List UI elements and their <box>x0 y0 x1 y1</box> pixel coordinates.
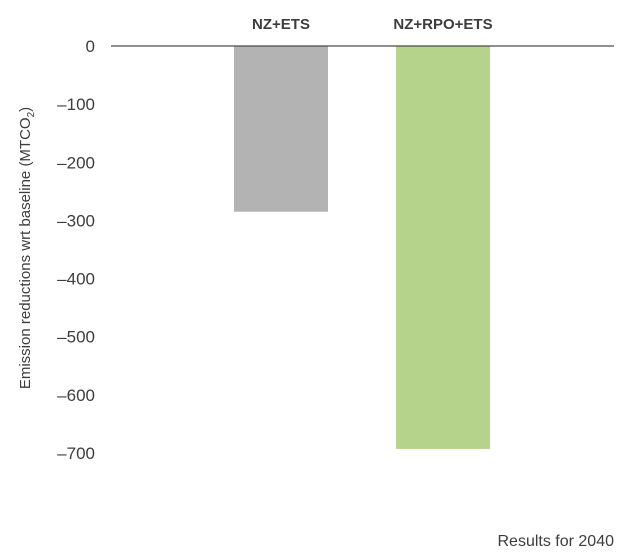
category-labels: NZ+ETS NZ+RPO+ETS <box>252 16 493 33</box>
bars <box>234 46 490 449</box>
y-axis-title-subscript: 2 <box>26 111 37 117</box>
y-tick-label: –400 <box>57 270 95 289</box>
y-axis-title-close: ) <box>17 107 34 112</box>
y-tick-label: –300 <box>57 211 95 230</box>
y-tick-label: –200 <box>57 153 95 172</box>
y-tick-label: –100 <box>57 95 95 114</box>
category-label: NZ+RPO+ETS <box>393 16 492 33</box>
y-tick-label: –500 <box>57 328 95 347</box>
y-axis-ticks: 0 –100 –200 –300 –400 –500 –600 –700 <box>57 37 95 463</box>
y-tick-label: 0 <box>86 37 95 56</box>
y-axis-title-main: Emission reductions wrt baseline (MTCO <box>17 117 34 389</box>
bar-nz-rpo-ets <box>396 46 490 449</box>
y-tick-label: –600 <box>57 386 95 405</box>
y-tick-label: –700 <box>57 444 95 463</box>
y-axis-title: Emission reductions wrt baseline (MTCO2) <box>17 107 37 389</box>
bar-nz-ets <box>234 46 328 212</box>
results-year-note: Results for 2040 <box>497 533 614 550</box>
category-label: NZ+ETS <box>252 16 310 33</box>
